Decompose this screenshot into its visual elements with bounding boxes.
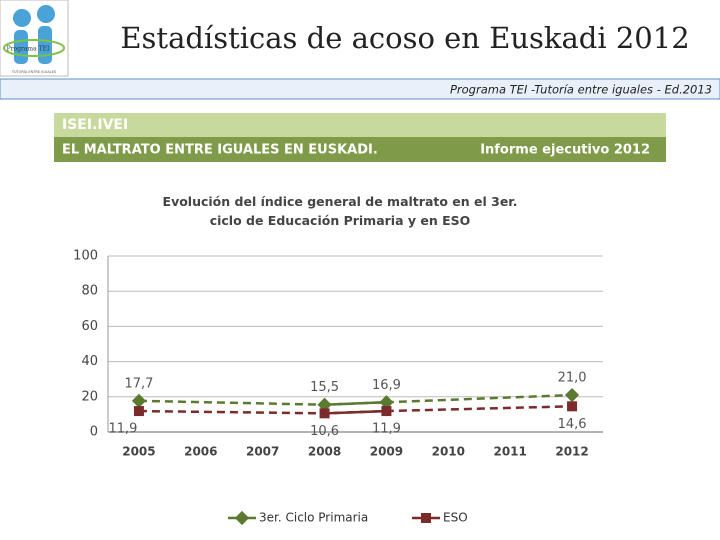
y-tick-label: 0 bbox=[90, 425, 98, 440]
y-tick-label: 100 bbox=[73, 249, 98, 264]
data-label: 11,9 bbox=[108, 422, 137, 437]
legend-label: 3er. Ciclo Primaria bbox=[259, 511, 368, 525]
marker bbox=[317, 397, 332, 412]
logo-head bbox=[37, 5, 55, 23]
logo-frame bbox=[0, 0, 69, 77]
data-label: 15,5 bbox=[310, 380, 339, 395]
y-tick-label: 60 bbox=[81, 319, 98, 334]
legend-marker bbox=[421, 513, 431, 523]
banner-left-text: EL MALTRATO ENTRE IGUALES EN EUSKADI. bbox=[62, 143, 378, 158]
logo-head bbox=[13, 9, 31, 27]
banner-top-text: ISEI.IVEI bbox=[62, 117, 128, 133]
data-label: 16,9 bbox=[372, 378, 401, 393]
subtitle-bar bbox=[0, 78, 720, 100]
x-tick-label: 2006 bbox=[184, 445, 217, 459]
x-tick-label: 2009 bbox=[370, 445, 403, 459]
y-tick-label: 40 bbox=[81, 354, 98, 369]
marker bbox=[567, 401, 578, 412]
slide-title: Estadísticas de acoso en Euskadi 2012 bbox=[120, 21, 689, 55]
marker bbox=[319, 408, 330, 419]
x-tick-label: 2005 bbox=[122, 445, 155, 459]
trend-line bbox=[138, 405, 573, 415]
logo-text: Programa TEI bbox=[7, 46, 50, 53]
trend-line bbox=[138, 393, 573, 406]
x-tick-label: 2010 bbox=[432, 445, 465, 459]
logo-caption: TUTORÍA ENTRE IGUALES bbox=[11, 69, 57, 74]
y-tick-label: 20 bbox=[81, 389, 98, 404]
data-label: 14,6 bbox=[558, 417, 587, 432]
marker bbox=[133, 406, 144, 417]
logo-ring bbox=[3, 39, 65, 57]
x-tick-label: 2011 bbox=[493, 445, 526, 459]
x-tick-label: 2007 bbox=[246, 445, 279, 459]
marker bbox=[564, 387, 580, 403]
chart-title: Evolución del índice general de maltrato… bbox=[162, 194, 518, 228]
slide-subtitle: Programa TEI -Tutoría entre iguales - Ed… bbox=[450, 83, 712, 97]
data-label: 10,6 bbox=[310, 424, 339, 439]
marker bbox=[379, 395, 394, 410]
y-tick-label: 80 bbox=[81, 284, 98, 299]
data-label: 21,0 bbox=[558, 371, 587, 386]
banner-top bbox=[54, 113, 666, 137]
x-tick-label: 2012 bbox=[555, 445, 588, 459]
legend-label: ESO bbox=[443, 511, 468, 525]
marker bbox=[381, 406, 392, 417]
legend-marker bbox=[234, 510, 250, 526]
marker bbox=[131, 393, 147, 408]
data-label: 17,7 bbox=[124, 376, 153, 391]
banner-right-text: Informe ejecutivo 2012 bbox=[480, 143, 650, 158]
x-tick-label: 2008 bbox=[308, 445, 341, 459]
banner-bottom bbox=[54, 137, 666, 162]
data-label: 11,9 bbox=[372, 422, 401, 437]
